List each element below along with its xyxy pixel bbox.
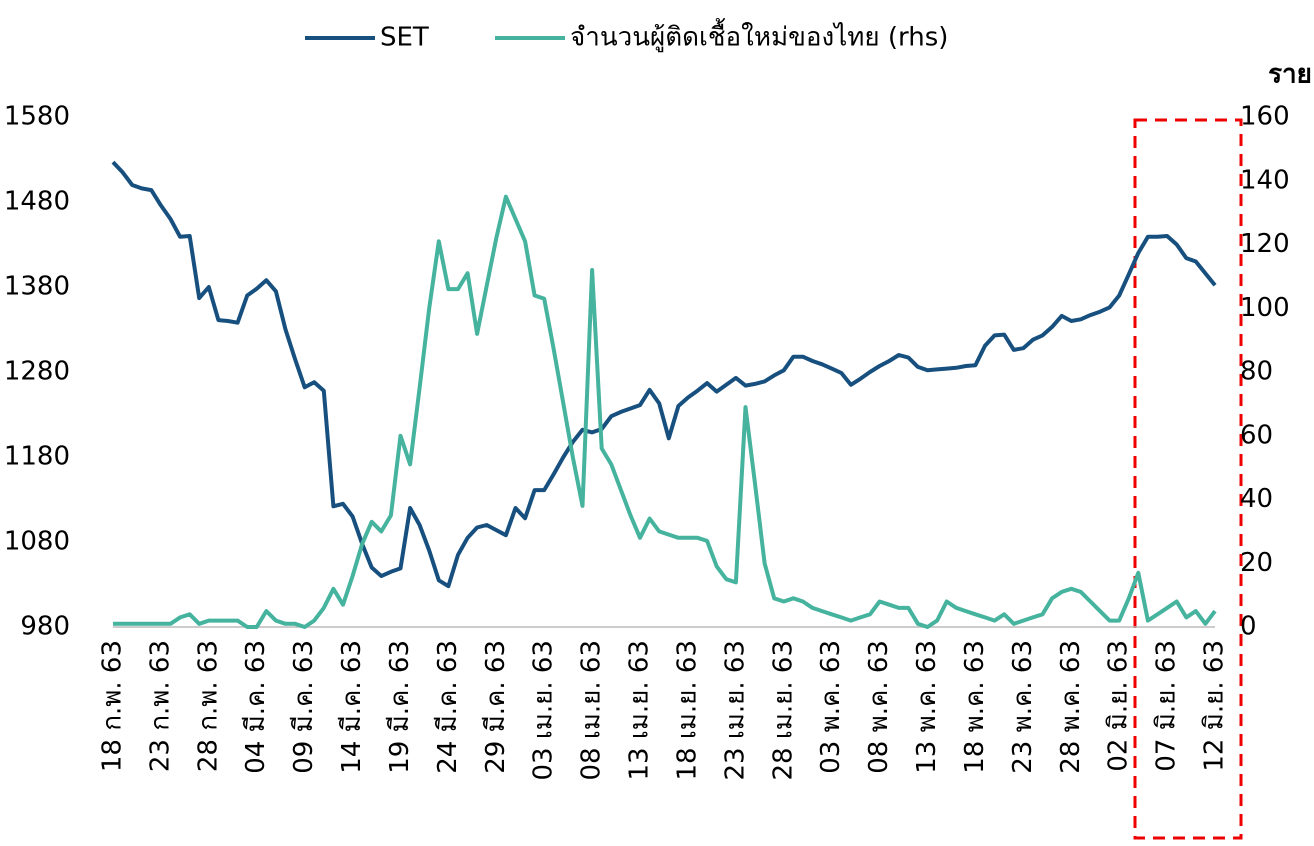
y-tick-label: 1080: [4, 527, 70, 557]
y-tick-label: 980: [20, 612, 70, 642]
y2-tick-label: 140: [1240, 165, 1290, 195]
y2-tick-label: 100: [1240, 293, 1290, 323]
x-tick-label: 18 เม.ย. 63: [672, 640, 702, 781]
y-tick-label: 1580: [4, 102, 70, 132]
y2-tick-label: 40: [1240, 484, 1273, 514]
highlight-box: [1133, 118, 1243, 840]
x-tick-label: 19 มี.ค. 63: [385, 640, 415, 774]
x-tick-label: 28 พ.ค. 63: [1056, 640, 1086, 774]
x-tick-label: 23 เม.ย. 63: [720, 640, 750, 781]
y-tick-label: 1180: [4, 442, 70, 472]
y2-tick-label: 80: [1240, 357, 1273, 387]
x-tick-label: 09 มี.ค. 63: [289, 640, 319, 774]
x-tick-label: 23 พ.ค. 63: [1008, 640, 1038, 774]
legend-label: SET: [380, 23, 429, 53]
x-tick-label: 14 มี.ค. 63: [337, 640, 367, 774]
y-tick-label: 1480: [4, 187, 70, 217]
y2-tick-label: 20: [1240, 548, 1273, 578]
x-tick-label: 03 พ.ค. 63: [816, 640, 846, 774]
x-tick-label: 18 ก.พ. 63: [98, 640, 128, 772]
x-tick-label: 13 พ.ค. 63: [912, 640, 942, 774]
y2-tick-label: 160: [1240, 102, 1290, 132]
y2-axis-label: ราย: [1268, 60, 1312, 90]
legend-label: จำนวนผู้ติดเชื้อใหม่ของไทย (rhs): [570, 18, 948, 53]
x-tick-label: 08 เม.ย. 63: [577, 640, 607, 781]
x-tick-label: 07 มิ.ย. 63: [1152, 640, 1182, 772]
series-line: [113, 194, 1217, 629]
x-tick-label: 28 เม.ย. 63: [768, 640, 798, 781]
x-tick-label: 03 เม.ย. 63: [529, 640, 559, 781]
x-tick-label: 29 มี.ค. 63: [481, 640, 511, 774]
y2-tick-label: 120: [1240, 229, 1290, 259]
x-tick-label: 13 เม.ย. 63: [625, 640, 655, 781]
x-tick-label: 02 มิ.ย. 63: [1104, 640, 1134, 772]
y-tick-label: 1280: [4, 357, 70, 387]
series-line: [111, 160, 1217, 589]
x-tick-label: 24 มี.ค. 63: [433, 640, 463, 774]
y-tick-label: 1380: [4, 272, 70, 302]
x-tick-label: 12 มิ.ย. 63: [1200, 640, 1230, 772]
x-tick-label: 28 ก.พ. 63: [193, 640, 223, 772]
x-tick-label: 04 มี.ค. 63: [241, 640, 271, 774]
x-tick-label: 08 พ.ค. 63: [864, 640, 894, 774]
x-tick-label: 18 พ.ค. 63: [960, 640, 990, 774]
x-tick-label: 23 ก.พ. 63: [145, 640, 175, 772]
y2-tick-label: 0: [1240, 612, 1257, 642]
y2-tick-label: 60: [1240, 420, 1273, 450]
